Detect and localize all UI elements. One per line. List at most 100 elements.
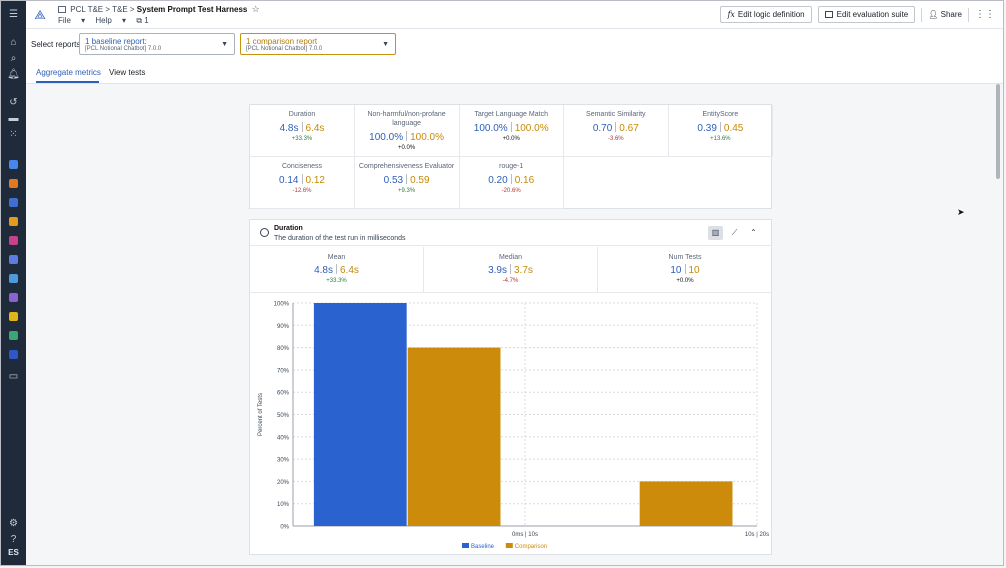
grid-menu-icon[interactable]: ⋮⋮ bbox=[975, 9, 995, 20]
select-reports-label: Select reports bbox=[31, 40, 81, 49]
bar-chart-icon[interactable]: ▥ bbox=[708, 226, 723, 240]
metric-delta: -20.6% bbox=[501, 188, 521, 194]
mouse-cursor-icon: ➤ bbox=[957, 207, 965, 217]
y-tick-label: 0% bbox=[280, 525, 289, 531]
breadcrumb-path[interactable]: PCL T&E > T&E > bbox=[70, 5, 135, 14]
share-button[interactable]: 👤︎ Share bbox=[928, 10, 962, 19]
menu-icon[interactable]: ☰ bbox=[9, 9, 18, 20]
app-search-icon[interactable] bbox=[6, 195, 21, 210]
suite-icon bbox=[824, 11, 833, 18]
metric-card[interactable]: Target Language Match 100.0% 100.0% +0.0% bbox=[459, 105, 565, 157]
y-tick-label: 90% bbox=[277, 324, 290, 330]
app-chart-icon[interactable] bbox=[6, 233, 21, 248]
y-tick-label: 10% bbox=[277, 502, 290, 508]
home-icon[interactable]: ⌂ bbox=[10, 37, 17, 48]
metric-delta: +0.0% bbox=[502, 136, 520, 142]
stat-comparison-value: 10 bbox=[688, 265, 700, 276]
app-image-icon[interactable] bbox=[6, 252, 21, 267]
baseline-report-title: 1 baseline report: bbox=[85, 37, 147, 46]
value-separator bbox=[301, 122, 303, 132]
y-tick-label: 100% bbox=[274, 302, 290, 308]
y-tick-label: 50% bbox=[277, 413, 290, 419]
metrics-summary-grid: Duration 4.8s 6.4s +33.3% Non-harmful/non-pr… bbox=[249, 104, 774, 209]
legend-label-baseline[interactable]: Baseline bbox=[471, 544, 495, 550]
metric-card[interactable]: rouge-1 0.20 0.16 -20.6% bbox=[459, 157, 565, 209]
y-tick-label: 20% bbox=[277, 480, 290, 486]
chevron-up-icon[interactable]: ⌃ bbox=[750, 228, 757, 237]
metric-baseline-value: 0.70 bbox=[592, 123, 613, 134]
bar-comparison-0[interactable] bbox=[407, 347, 501, 526]
tab-view-tests[interactable]: View tests bbox=[109, 68, 146, 77]
duration-panel-title: Duration bbox=[274, 225, 303, 232]
legend-swatch-comparison bbox=[505, 543, 513, 548]
edit-logic-definition-button[interactable]: fx Edit logic definition bbox=[720, 6, 812, 23]
stat-baseline-value: 4.8s bbox=[314, 265, 333, 276]
resources-badge[interactable]: ⧉ 1 bbox=[136, 16, 149, 25]
metric-name: EntityScore bbox=[702, 111, 739, 118]
notifications-icon[interactable]: 🔔︎ bbox=[7, 69, 20, 80]
help-icon[interactable]: ? bbox=[10, 534, 17, 545]
value-separator bbox=[684, 264, 686, 274]
page-title: System Prompt Test Harness bbox=[136, 5, 248, 14]
app-logo-icon[interactable]: ⟁ bbox=[34, 7, 46, 22]
metric-card[interactable]: Duration 4.8s 6.4s +33.3% bbox=[250, 105, 355, 157]
clock-icon bbox=[260, 228, 269, 237]
settings-icon[interactable]: ⚙ bbox=[9, 518, 18, 529]
app-check-icon[interactable] bbox=[6, 328, 21, 343]
metric-card[interactable]: Comprehensiveness Evaluator 0.53 0.59 +9.3% bbox=[354, 157, 460, 209]
app-monitor-icon[interactable] bbox=[6, 290, 21, 305]
bar-baseline-0[interactable] bbox=[313, 303, 407, 526]
history-icon[interactable]: ↺ bbox=[9, 97, 18, 108]
tab-aggregate-metrics[interactable]: Aggregate metrics bbox=[36, 68, 101, 77]
baseline-report-select[interactable]: 1 baseline report: [PCL Notional Chatbot… bbox=[79, 33, 235, 55]
search-icon[interactable]: ⌕ bbox=[10, 53, 17, 64]
stat-delta: +33.3% bbox=[326, 278, 347, 284]
document-icon bbox=[58, 6, 66, 13]
metric-name: Conciseness bbox=[281, 163, 323, 170]
line-chart-icon[interactable]: ⟋ bbox=[731, 228, 738, 237]
y-tick-label: 60% bbox=[277, 391, 290, 397]
metric-delta: +33.3% bbox=[291, 136, 313, 142]
metric-card[interactable]: EntityScore 0.39 0.45 +13.6% bbox=[668, 105, 774, 157]
stat-comparison-value: 6.4s bbox=[340, 265, 359, 276]
metric-baseline-value: 0.53 bbox=[383, 175, 404, 186]
legend-label-comparison[interactable]: Comparison bbox=[515, 544, 547, 550]
files-icon[interactable]: ▭ bbox=[8, 371, 19, 382]
app-lightning-icon[interactable] bbox=[6, 309, 21, 324]
metric-comparison-value: 100.0% bbox=[410, 132, 445, 143]
metric-card[interactable]: Semantic Similarity 0.70 0.67 -3.6% bbox=[563, 105, 669, 157]
help-menu[interactable]: Help ▾ bbox=[95, 16, 127, 25]
metric-name: Semantic Similarity bbox=[586, 111, 646, 118]
bar-comparison-1[interactable] bbox=[639, 481, 733, 526]
edit-evaluation-suite-button[interactable]: Edit evaluation suite bbox=[817, 6, 916, 23]
metric-baseline-value: 0.39 bbox=[697, 123, 717, 134]
breadcrumb: PCL T&E > T&E > System Prompt Test Harne… bbox=[58, 4, 260, 15]
metric-comparison-value: 100.0% bbox=[514, 123, 549, 134]
apps-grid-icon[interactable]: ⁙ bbox=[9, 129, 18, 140]
app-cube-icon[interactable] bbox=[6, 347, 21, 362]
comparison-report-select[interactable]: 1 comparison report [PCL Notional Chatbo… bbox=[240, 33, 396, 55]
value-separator bbox=[510, 122, 512, 132]
value-separator bbox=[406, 131, 408, 141]
file-menu[interactable]: File ▾ bbox=[58, 16, 86, 25]
user-avatar[interactable]: ES bbox=[8, 548, 19, 557]
metric-card[interactable]: Non-harmful/non-profane language 100.0% 10… bbox=[354, 105, 460, 157]
tab-bar: Aggregate metrics View tests bbox=[26, 61, 1003, 84]
metric-delta: -12.6% bbox=[292, 188, 312, 194]
metric-comparison-value: 0.45 bbox=[723, 123, 744, 134]
y-tick-label: 30% bbox=[277, 458, 290, 464]
folder-icon[interactable]: ▬ bbox=[8, 113, 19, 124]
app-orange-icon[interactable] bbox=[6, 176, 21, 191]
comparison-report-subtitle: [PCL Notional Chatbot] 7.0.0 bbox=[246, 46, 323, 52]
metric-baseline-value: 100.0% bbox=[369, 132, 404, 143]
metric-card[interactable]: Conciseness 0.14 0.12 -12.6% bbox=[250, 157, 355, 209]
scrollbar[interactable] bbox=[996, 84, 1000, 179]
metric-baseline-value: 4.8s bbox=[279, 123, 299, 134]
value-separator bbox=[336, 264, 337, 274]
app-flow-icon[interactable] bbox=[6, 271, 21, 286]
app-pipeline-icon[interactable] bbox=[6, 157, 21, 172]
stat-name: Mean bbox=[327, 254, 346, 261]
app-funnel-icon[interactable] bbox=[6, 214, 21, 229]
active-tab-indicator bbox=[36, 81, 99, 83]
star-icon[interactable]: ☆ bbox=[251, 4, 260, 14]
